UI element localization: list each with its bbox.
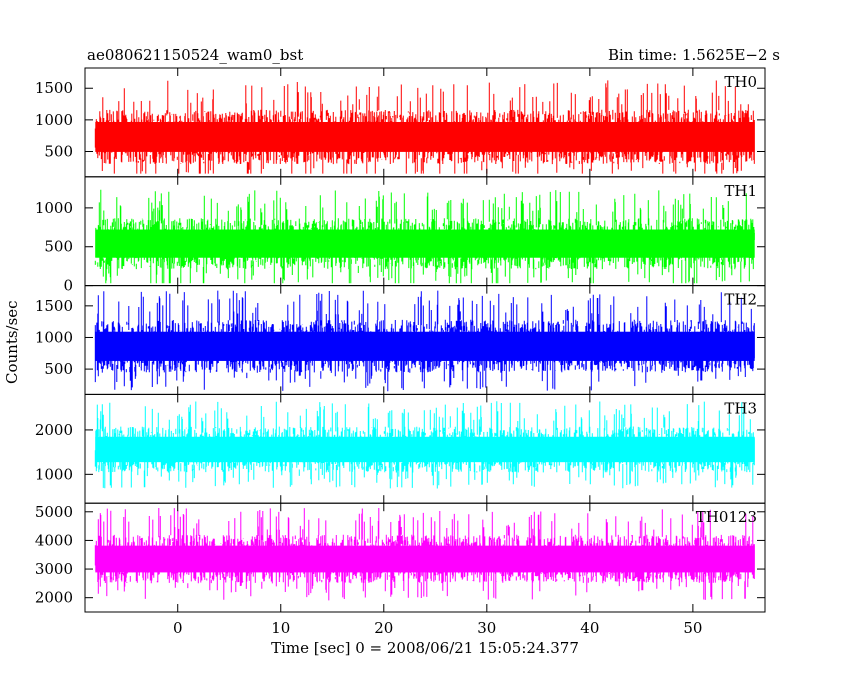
x-tick-label: 40 xyxy=(580,619,599,637)
y-tick-label: 2000 xyxy=(35,421,73,439)
panel-frame xyxy=(84,502,766,613)
series-line-th2 xyxy=(94,290,755,392)
x-tick-label: 10 xyxy=(271,619,290,637)
panel-th1: 0 500 1000 TH1 xyxy=(35,176,766,295)
y-tick-label: 1000 xyxy=(35,465,73,483)
x-tick-label: 50 xyxy=(683,619,702,637)
series-line-th0123 xyxy=(94,508,755,601)
panel-label: TH0 xyxy=(724,73,757,91)
y-tick-label: 1000 xyxy=(35,199,73,217)
x-axis-label: Time [sec] 0 = 2008/06/21 15:05:24.377 xyxy=(271,639,579,657)
y-tick-label: 5000 xyxy=(35,503,73,521)
y-tick-label: 1500 xyxy=(35,297,73,315)
y-tick-label: 2000 xyxy=(35,589,73,607)
panel-label: TH1 xyxy=(724,182,757,200)
series-line-th3 xyxy=(94,401,755,489)
panel-label: TH3 xyxy=(724,399,757,417)
y-tick-label: 1000 xyxy=(35,111,73,129)
series-line-th1 xyxy=(94,189,755,284)
panel-th0: 500 1000 1500 TH0 xyxy=(35,67,766,178)
y-tick-label: 500 xyxy=(44,238,73,256)
y-tick-label: 0 xyxy=(63,277,73,295)
y-tick-label: 500 xyxy=(44,360,73,378)
panel-th2: 500 1000 1500 TH2 xyxy=(35,285,766,395)
bin-time-label: Bin time: 1.5625E−2 s xyxy=(607,46,780,64)
panel-th3: 1000 2000 TH3 xyxy=(35,393,766,504)
y-tick-label: 500 xyxy=(44,142,73,160)
panel-th0123: 2000 3000 4000 5000 TH0123 xyxy=(35,502,766,613)
panel-label: TH2 xyxy=(724,291,757,309)
panel-label: TH0123 xyxy=(696,508,757,526)
y-tick-label: 3000 xyxy=(35,560,73,578)
series-line-th0 xyxy=(94,80,755,174)
x-tick-label: 30 xyxy=(477,619,496,637)
x-tick-label: 20 xyxy=(374,619,393,637)
chart-title: ae080621150524_wam0_bst xyxy=(87,46,304,64)
y-tick-label: 1000 xyxy=(35,328,73,346)
x-tick-label: 0 xyxy=(173,619,183,637)
y-axis-label: Counts/sec xyxy=(3,300,21,384)
y-tick-label: 1500 xyxy=(35,79,73,97)
y-tick-label: 4000 xyxy=(35,531,73,549)
